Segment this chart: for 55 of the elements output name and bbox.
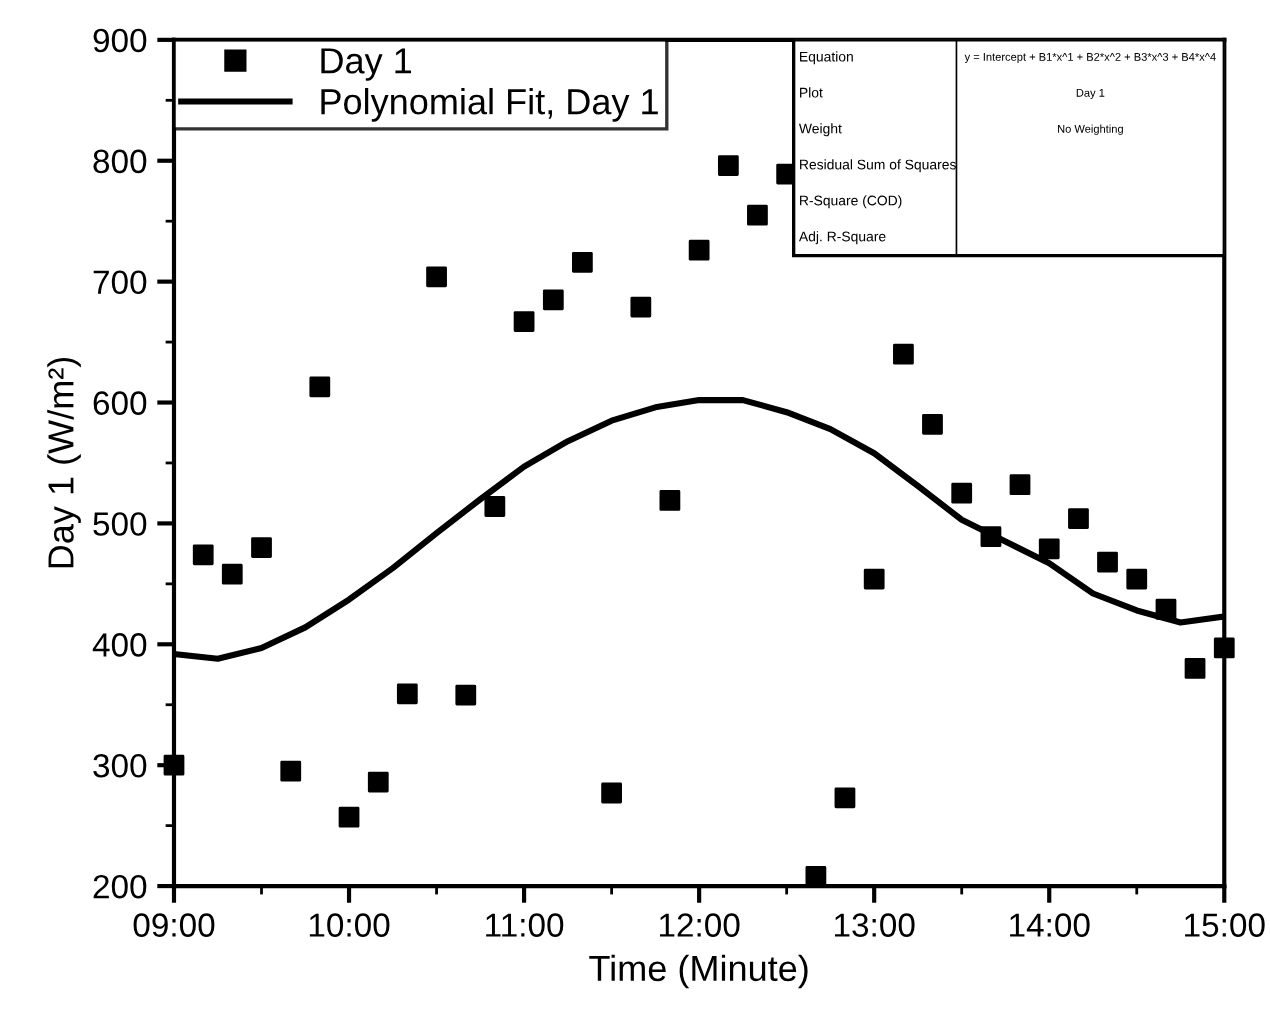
point (338, 806, 360, 828)
point (688, 239, 710, 261)
point (1097, 551, 1118, 573)
point (396, 683, 418, 705)
x-axis-title: Time (Minute) (589, 954, 808, 989)
point (863, 568, 885, 590)
point (280, 760, 302, 782)
point (717, 155, 739, 176)
point (834, 787, 856, 809)
point (221, 563, 243, 585)
y-tick-label: 900 (93, 28, 147, 53)
y-tick-label: 600 (93, 391, 147, 415)
point (251, 537, 272, 558)
point (1213, 637, 1235, 659)
x-tick-label: 14:00 (1010, 913, 1090, 937)
legend-label: Day 1 (321, 48, 412, 81)
point (980, 526, 1002, 548)
point (1068, 508, 1089, 529)
point (922, 413, 943, 435)
point (571, 251, 593, 273)
point (192, 544, 214, 566)
point (542, 289, 564, 311)
x-tick-label: 09:00 (133, 913, 215, 937)
point (1184, 658, 1206, 679)
point (1126, 568, 1148, 590)
point (484, 496, 506, 517)
point (455, 684, 477, 706)
y-tick-label: 500 (93, 512, 147, 536)
legend-label: Polynomial Fit, Day 1 (321, 87, 658, 122)
y-tick-label: 800 (93, 149, 147, 174)
point (163, 754, 185, 776)
y-tick-label: 700 (93, 270, 147, 295)
x-tick-label: 10:00 (309, 913, 390, 937)
point (1038, 538, 1060, 560)
point (659, 490, 681, 511)
point (367, 771, 389, 793)
point (747, 204, 768, 226)
x-tick-label: 13:00 (835, 913, 915, 937)
x-tick-label: 15:00 (1185, 913, 1265, 937)
point (426, 266, 447, 288)
point (951, 482, 973, 504)
y-tick-label: 200 (93, 874, 147, 899)
point (1009, 474, 1031, 496)
x-tick-label: 11:00 (486, 913, 564, 937)
y-axis-title: Day 1 (W/m²) (47, 357, 81, 568)
point (893, 343, 914, 365)
point (309, 376, 331, 398)
point (805, 866, 827, 887)
y-tick-label: 400 (92, 633, 147, 657)
point (601, 782, 622, 804)
x-tick-label: 12:00 (659, 913, 740, 937)
point (513, 311, 535, 332)
y-tick-label: 300 (93, 753, 147, 778)
point (630, 296, 652, 318)
point (1155, 598, 1177, 620)
